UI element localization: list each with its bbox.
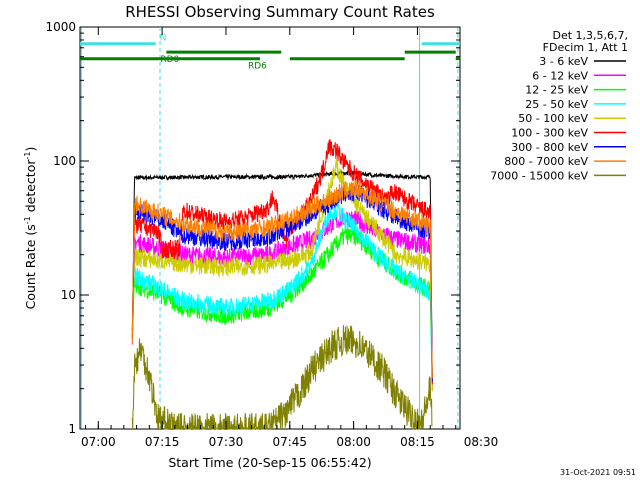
series-line-8 [131, 325, 433, 431]
legend-label: 800 - 7000 keV [504, 155, 588, 168]
y-tick-label: 1 [68, 422, 76, 436]
y-tick-label: 1000 [45, 20, 76, 34]
series-line-7 [131, 179, 433, 379]
series-lines [131, 139, 433, 431]
legend: Det 1,3,5,6,7, FDecim 1, Att 1 3 - 6 keV… [490, 29, 628, 182]
series-line-4 [131, 159, 433, 392]
legend-label: 25 - 50 keV [525, 98, 588, 111]
plot-area: NRD0RD6 07:00 07:15 07:30 07:45 08:00 08:15 08… [45, 20, 498, 449]
legend-label: 12 - 25 keV [525, 84, 588, 97]
chart-title: RHESSI Observing Summary Count Rates [125, 3, 435, 21]
y-axis-label: Count Rate (s-1 detector-1) [23, 147, 38, 310]
legend-title-line-1: Det 1,3,5,6,7, [552, 29, 628, 42]
legend-label: 300 - 800 keV [511, 141, 588, 154]
legend-label: 7000 - 15000 keV [490, 169, 588, 182]
x-tick-label: 07:15 [145, 435, 180, 449]
y-tick-label: 100 [53, 154, 76, 168]
series-line-0 [131, 169, 433, 382]
status-bars: NRD0RD6 [80, 34, 460, 72]
y-axis-ticks: 1 10 100 1000 [45, 20, 460, 436]
x-tick-label: 08:00 [336, 435, 371, 449]
x-tick-label: 08:15 [400, 435, 435, 449]
status-bar-label: RD6 [248, 62, 267, 72]
x-tick-label: 07:30 [209, 435, 244, 449]
legend-label: 6 - 12 keV [532, 69, 588, 82]
timestamp: 31-Oct-2021 09:51 [560, 468, 636, 477]
status-bar-label: N [160, 34, 167, 44]
x-tick-label: 08:30 [464, 435, 499, 449]
legend-label: 3 - 6 keV [539, 55, 588, 68]
legend-label: 100 - 300 keV [511, 127, 588, 140]
x-tick-label: 07:45 [272, 435, 307, 449]
x-axis-ticks: 07:00 07:15 07:30 07:45 08:00 08:15 08:30 [81, 27, 498, 449]
x-tick-label: 07:00 [81, 435, 116, 449]
y-tick-label: 10 [61, 288, 76, 302]
legend-label: 50 - 100 keV [518, 112, 588, 125]
x-axis-label: Start Time (20-Sep-15 06:55:42) [168, 455, 371, 470]
legend-title-line-2: FDecim 1, Att 1 [543, 41, 628, 54]
series-line-3 [131, 200, 433, 385]
